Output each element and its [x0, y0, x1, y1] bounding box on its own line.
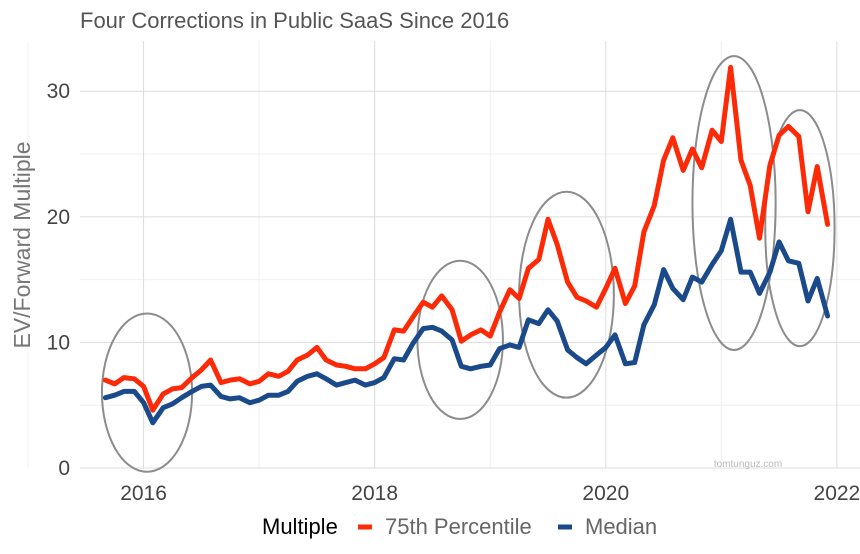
legend-label-median: Median — [585, 514, 657, 539]
correction-ellipse-3 — [518, 190, 615, 399]
y-tick-label-30: 30 — [47, 80, 70, 103]
x-tick-label-2016: 2016 — [120, 482, 167, 505]
axis-ticks: 0 10 20 30 2016 2018 2020 2022 — [47, 80, 860, 505]
grid-lines — [27, 41, 860, 469]
x-tick-label-2020: 2020 — [582, 482, 629, 505]
y-axis-label: EV/Forward Multiple — [9, 141, 35, 348]
y-tick-label-10: 10 — [47, 331, 70, 354]
legend: Multiple 75th Percentile Median — [262, 514, 657, 539]
chart-title: Four Corrections in Public SaaS Since 20… — [80, 8, 509, 33]
series-lines — [102, 64, 831, 426]
y-tick-label-0: 0 — [58, 457, 70, 480]
legend-title: Multiple — [262, 514, 338, 539]
correction-ellipse-5 — [764, 109, 836, 348]
x-tick-label-2018: 2018 — [351, 482, 398, 505]
correction-ellipse-4 — [691, 55, 777, 351]
x-tick-label-2022: 2022 — [814, 482, 860, 505]
series-line-median — [102, 216, 831, 426]
watermark: tomtunguz.com — [714, 459, 782, 470]
y-tick-label-20: 20 — [47, 206, 70, 229]
legend-label-75th-percentile: 75th Percentile — [385, 514, 532, 539]
series-line-75th-percentile — [102, 64, 831, 413]
